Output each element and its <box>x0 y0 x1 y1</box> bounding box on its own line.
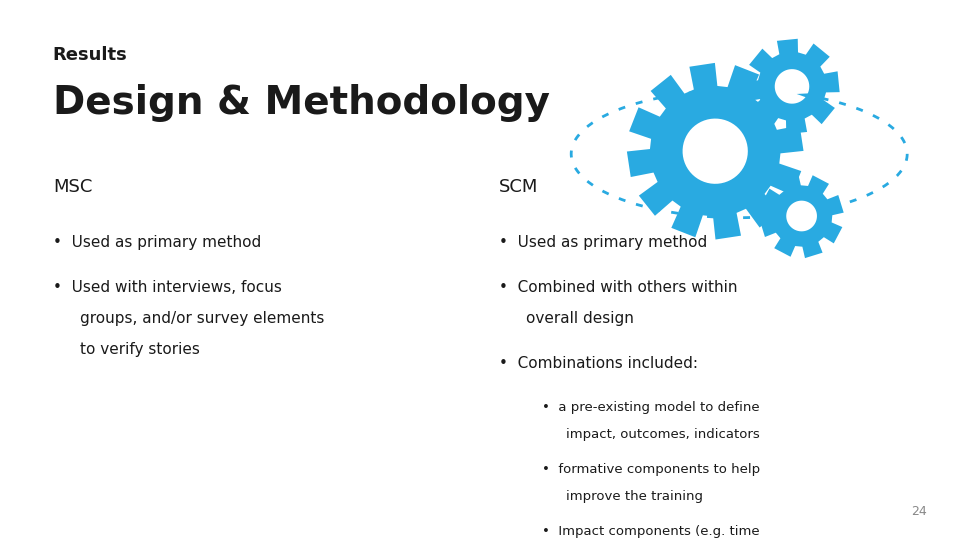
Polygon shape <box>759 174 844 258</box>
Polygon shape <box>696 86 722 94</box>
Text: •  formative components to help: • formative components to help <box>542 463 760 476</box>
Text: •  a pre-existing model to define: • a pre-existing model to define <box>542 401 760 414</box>
Text: MSC: MSC <box>53 178 92 196</box>
Text: 24: 24 <box>911 505 926 518</box>
Text: overall design: overall design <box>526 311 634 326</box>
Text: •  Impact components (e.g. time: • Impact components (e.g. time <box>542 525 760 538</box>
Polygon shape <box>683 119 748 184</box>
Text: •  Combined with others within: • Combined with others within <box>499 280 737 295</box>
Text: improve the training: improve the training <box>566 490 704 503</box>
Text: •  Used as primary method: • Used as primary method <box>499 235 708 250</box>
Polygon shape <box>627 63 804 240</box>
Polygon shape <box>744 39 840 134</box>
Polygon shape <box>797 93 824 100</box>
Text: SCM: SCM <box>499 178 539 196</box>
Text: •  Used with interviews, focus: • Used with interviews, focus <box>53 280 281 295</box>
Text: •  Used as primary method: • Used as primary method <box>53 235 261 250</box>
Polygon shape <box>786 201 817 231</box>
Text: •  Combinations included:: • Combinations included: <box>499 356 698 371</box>
Polygon shape <box>775 69 809 104</box>
Text: groups, and/or survey elements: groups, and/or survey elements <box>80 311 324 326</box>
Text: to verify stories: to verify stories <box>80 342 200 357</box>
Text: impact, outcomes, indicators: impact, outcomes, indicators <box>566 428 760 441</box>
Text: Design & Methodology: Design & Methodology <box>53 84 550 122</box>
Text: Results: Results <box>53 46 128 64</box>
